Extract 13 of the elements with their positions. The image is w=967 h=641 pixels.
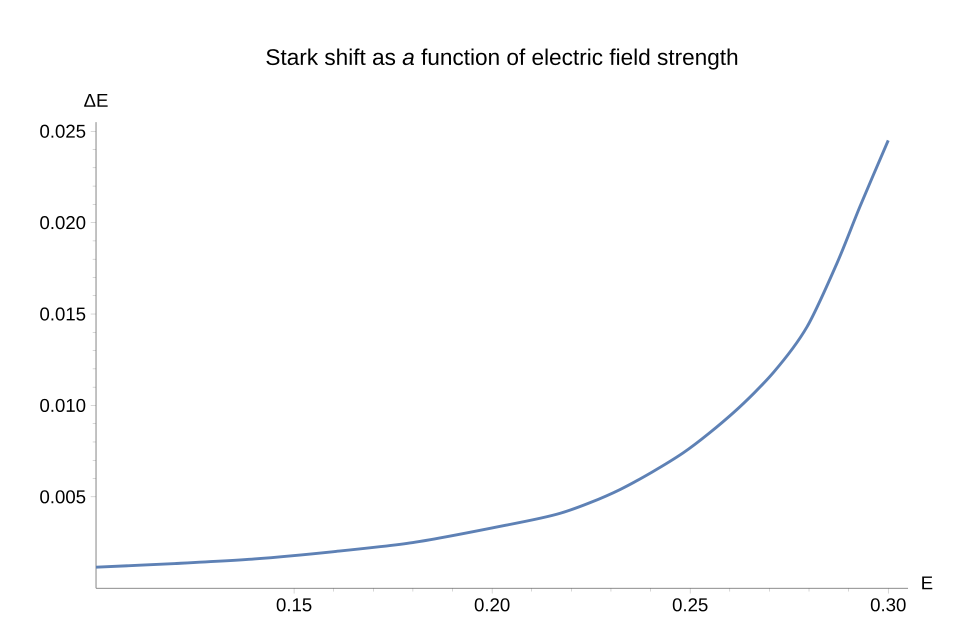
y-tick-label: 0.020 (40, 216, 86, 230)
chart-title: Stark shift as a function of electric field strength (266, 48, 738, 70)
x-tick-label: 0.25 (672, 598, 708, 612)
y-tick-label: 0.010 (40, 398, 86, 412)
y-axis-title: ΔE (84, 94, 108, 107)
y-tick-label: 0.005 (40, 490, 86, 504)
y-tick-label: 0.025 (40, 124, 86, 138)
x-tick-label: 0.20 (474, 598, 510, 612)
x-tick-label: 0.30 (870, 598, 906, 612)
y-tick-label: 0.015 (40, 307, 86, 321)
x-tick-label: 0.15 (276, 598, 312, 612)
x-axis-title: E (922, 576, 932, 590)
line-series (94, 138, 890, 569)
